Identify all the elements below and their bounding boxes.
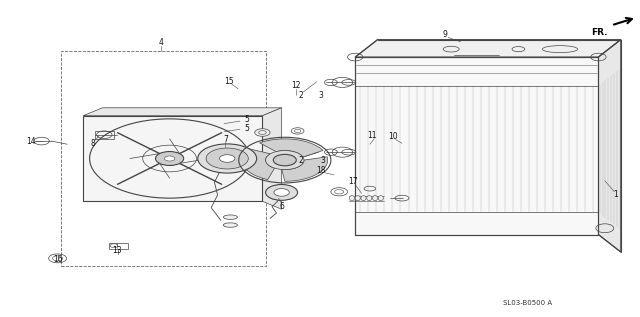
- Text: 10: 10: [388, 133, 398, 141]
- Circle shape: [266, 184, 298, 200]
- Text: FR.: FR.: [591, 28, 608, 37]
- Polygon shape: [355, 57, 598, 235]
- Polygon shape: [242, 149, 275, 179]
- Polygon shape: [262, 108, 282, 209]
- Text: 14: 14: [26, 137, 36, 146]
- Ellipse shape: [223, 223, 237, 227]
- Ellipse shape: [349, 196, 355, 201]
- Text: 17: 17: [348, 177, 358, 186]
- Polygon shape: [260, 139, 323, 157]
- Text: 16: 16: [52, 256, 63, 264]
- Polygon shape: [282, 157, 328, 181]
- Polygon shape: [355, 40, 621, 57]
- Bar: [109, 243, 128, 249]
- Text: 8: 8: [90, 139, 95, 148]
- Text: 15: 15: [224, 77, 234, 86]
- Text: 2: 2: [298, 91, 303, 100]
- Ellipse shape: [543, 46, 578, 53]
- Circle shape: [206, 148, 248, 169]
- Text: 2: 2: [298, 156, 303, 165]
- Ellipse shape: [355, 196, 360, 201]
- Bar: [95, 131, 114, 139]
- Text: 18: 18: [317, 166, 326, 175]
- Ellipse shape: [378, 196, 383, 201]
- Circle shape: [273, 154, 296, 166]
- Text: 5: 5: [244, 115, 249, 124]
- Text: 4: 4: [159, 38, 164, 47]
- Ellipse shape: [361, 196, 366, 201]
- Text: 7: 7: [223, 135, 228, 144]
- Circle shape: [156, 152, 184, 165]
- Text: SL03-B0500 A: SL03-B0500 A: [504, 300, 552, 306]
- Polygon shape: [83, 116, 262, 201]
- Circle shape: [266, 151, 304, 170]
- Text: 11: 11: [367, 131, 376, 140]
- Ellipse shape: [372, 196, 378, 201]
- Text: 9: 9: [442, 30, 447, 39]
- Text: 1: 1: [613, 191, 618, 199]
- Polygon shape: [598, 40, 621, 252]
- Circle shape: [274, 189, 289, 196]
- Text: 3: 3: [321, 156, 326, 165]
- Text: 12: 12: [291, 81, 300, 90]
- Circle shape: [164, 156, 175, 161]
- Text: 6: 6: [279, 202, 284, 211]
- Text: 13: 13: [112, 246, 122, 255]
- Polygon shape: [83, 108, 282, 116]
- Circle shape: [220, 155, 235, 162]
- Circle shape: [198, 144, 257, 173]
- Text: 5: 5: [244, 124, 249, 133]
- Ellipse shape: [367, 196, 372, 201]
- Ellipse shape: [223, 215, 237, 219]
- Circle shape: [255, 129, 270, 136]
- Text: 3: 3: [319, 91, 324, 100]
